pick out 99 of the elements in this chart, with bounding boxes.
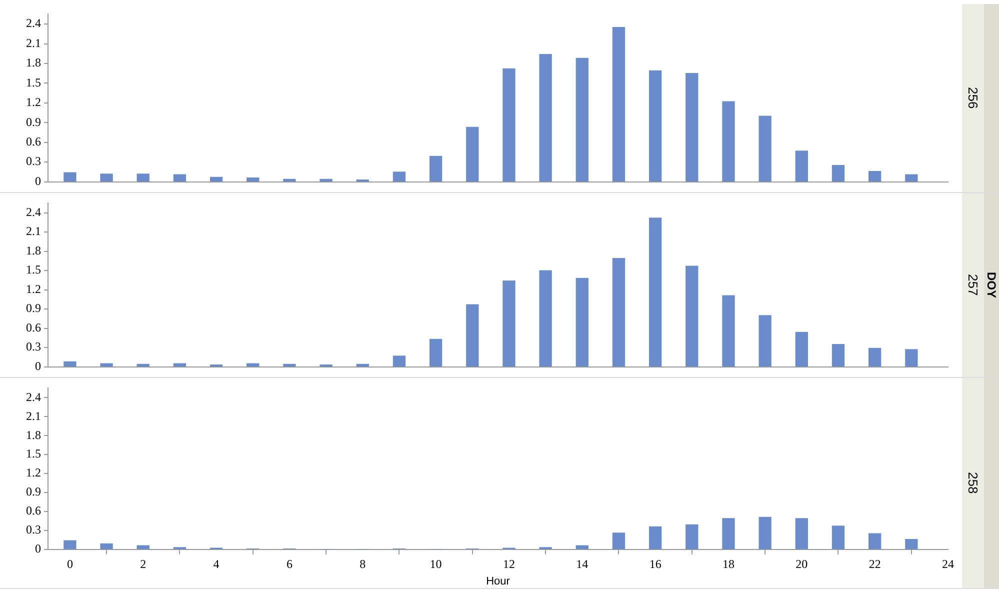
bar [173, 174, 186, 182]
x-tick-label: 22 [868, 556, 881, 571]
bar [466, 126, 479, 182]
y-tick-label: 0 [35, 358, 41, 373]
bar [466, 304, 479, 367]
x-tick-label: 16 [649, 556, 662, 571]
y-tick-label: 1.2 [26, 95, 41, 110]
y-tick-label: 0.6 [26, 504, 41, 518]
bar [758, 315, 772, 367]
y-tick-label: 1.5 [26, 262, 41, 277]
bar [429, 156, 442, 182]
bar [539, 270, 552, 367]
bar [576, 278, 588, 367]
x-tick-label: 20 [796, 556, 808, 571]
bar [283, 364, 296, 367]
bar [868, 170, 882, 182]
y-tick-label: 2.1 [26, 224, 41, 238]
y-tick-label: 1.8 [26, 243, 41, 258]
x-tick-label: 14 [576, 556, 588, 571]
text: 256 [966, 87, 980, 109]
bar [612, 532, 626, 550]
y-tick-label: 1.8 [26, 56, 41, 70]
bar [392, 172, 406, 182]
y-tick-label: 0.9 [26, 301, 41, 316]
y-tick-label: 0 [35, 542, 41, 556]
x-tick-label: 0 [66, 556, 73, 571]
y-tick-label: 1.8 [26, 428, 41, 442]
y-tick-label: 0.6 [26, 134, 41, 149]
y-tick-label: 0.3 [26, 154, 41, 168]
y-tick-label: 1.2 [26, 466, 41, 480]
bar [758, 116, 772, 182]
bar [246, 178, 260, 182]
text: 257 [966, 274, 980, 296]
bar [320, 178, 332, 182]
bar [100, 543, 113, 550]
bar [210, 176, 223, 182]
bar [100, 174, 113, 182]
bar [136, 174, 150, 182]
y-tick-label: 0.3 [26, 340, 41, 354]
bar [576, 58, 588, 182]
text: 258 [966, 472, 980, 494]
x-tick-label: 12 [502, 556, 515, 571]
bar [648, 218, 662, 367]
y-tick-label: 2.1 [26, 408, 41, 423]
bar [612, 258, 626, 367]
y-tick-label: 0.9 [26, 114, 41, 129]
strip-panel: DOY [984, 193, 999, 377]
x-tick-label: 8 [360, 556, 366, 571]
x-tick-label: 2 [140, 556, 146, 571]
bar [722, 295, 735, 367]
y-tick-label: 0.3 [26, 522, 41, 537]
bar [686, 524, 698, 550]
x-axis-title: Hour [486, 575, 510, 588]
y-tick-label: 1.5 [26, 75, 41, 90]
bar [905, 174, 918, 182]
bar [905, 538, 918, 550]
bar [136, 364, 150, 367]
bar [722, 101, 735, 182]
x-tick-label: 10 [430, 556, 442, 571]
bar [686, 266, 698, 367]
bar [648, 526, 662, 550]
x-tick-label: 24 [942, 556, 954, 571]
bar [64, 172, 76, 182]
y-tick-label: 2.4 [26, 16, 41, 30]
bar [795, 518, 808, 550]
y-tick-label: 2.1 [26, 36, 41, 50]
x-tick-label: 18 [722, 556, 734, 571]
bar [283, 178, 296, 182]
bar [795, 150, 808, 182]
bar [64, 361, 76, 367]
bar [612, 27, 626, 182]
y-tick-label: 2.4 [26, 390, 41, 404]
bar [502, 280, 516, 367]
y-tick-label: 1.2 [26, 282, 41, 296]
bar [868, 348, 882, 367]
bar [868, 533, 882, 550]
bar [686, 73, 698, 182]
bar [392, 356, 406, 367]
bar [832, 526, 845, 550]
bar [832, 344, 845, 367]
bar [722, 518, 735, 550]
y-tick-label: 0.9 [26, 484, 41, 499]
bar [100, 363, 113, 367]
bar [64, 540, 76, 550]
y-tick-label: 0.6 [26, 320, 41, 334]
y-tick-label: 0 [35, 174, 41, 188]
bar [795, 332, 808, 367]
bar [832, 165, 845, 182]
bar [539, 54, 552, 182]
bar [429, 338, 442, 367]
x-tick-label: 6 [286, 556, 292, 571]
bar [758, 516, 772, 550]
y-tick-label: 1.5 [26, 446, 41, 461]
x-tick-label: 4 [213, 556, 220, 571]
bar [502, 68, 516, 182]
bar [905, 349, 918, 367]
y-tick-label: 2.4 [26, 204, 41, 219]
bar [648, 70, 662, 182]
bar [356, 364, 369, 367]
